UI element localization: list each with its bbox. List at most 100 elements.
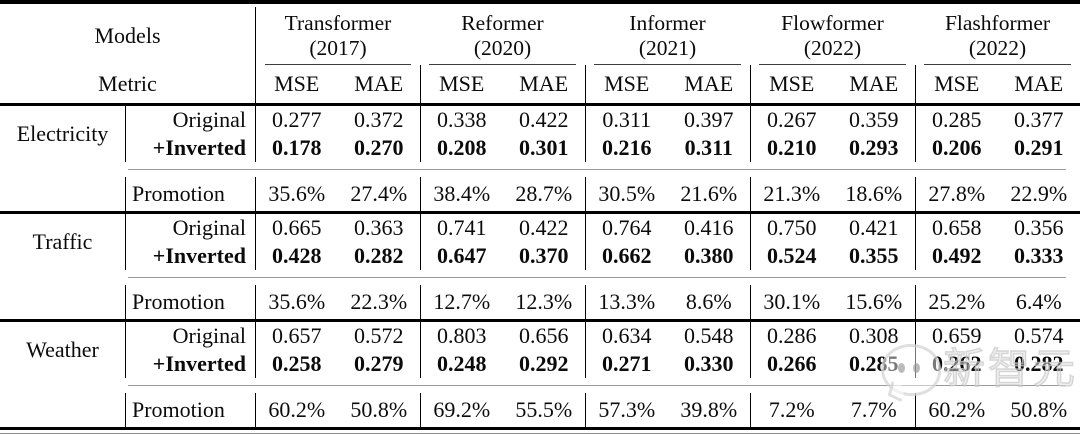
promotion-value-cell: 38.4% [420, 177, 503, 211]
row-label: +Inverted [125, 242, 255, 270]
value-cell: 0.333 [1014, 243, 1064, 268]
value-cell: 0.363 [354, 215, 404, 240]
value-cell: 0.330 [684, 351, 734, 376]
promotion-value-cell: 60.2% [915, 393, 998, 427]
promotion-label: Promotion [125, 393, 255, 427]
promotion-value-cell: 39.8% [680, 397, 738, 422]
value-cell: 0.206 [915, 134, 998, 162]
row-label: +Inverted [125, 350, 255, 378]
bottom-rule-thick [0, 427, 1080, 430]
value-cell: 0.282 [354, 243, 404, 268]
top-rule [0, 0, 1080, 4]
value-cell: 0.267 [750, 106, 833, 134]
promotion-value-cell: 22.3% [350, 289, 408, 314]
value-cell: 0.285 [849, 351, 899, 376]
value-cell: 0.572 [354, 323, 404, 348]
model-year: (2022) [968, 36, 1027, 60]
value-cell: 0.428 [255, 242, 338, 270]
promotion-value-cell: 27.4% [350, 181, 408, 206]
value-cell: 0.657 [255, 322, 338, 350]
mae-column-header: MAE [519, 71, 569, 96]
cmidrule [429, 63, 576, 65]
model-group-header: Transformer (2017) [255, 7, 420, 65]
dataset-section: Traffic Original 0.665 0.363 0.741 0.422 0.764… [0, 214, 1080, 319]
value-cell: 0.665 [255, 214, 338, 242]
model-name: Flowformer [781, 11, 884, 35]
promotion-value-cell: 21.3% [750, 177, 833, 211]
value-cell: 0.548 [684, 323, 734, 348]
value-cell: 0.286 [750, 322, 833, 350]
dataset-label: Electricity [16, 121, 109, 146]
mae-column-header: MAE [684, 71, 734, 96]
model-name: Flashformer [944, 11, 1051, 35]
value-cell: 0.803 [420, 322, 503, 350]
model-year: (2017) [309, 36, 367, 60]
promotion-value-cell: 30.1% [750, 285, 833, 319]
promotion-divider-rule [128, 384, 1066, 387]
value-cell: 0.574 [1014, 323, 1064, 348]
promotion-value-cell: 35.6% [255, 177, 338, 211]
model-group-header: Flashformer (2022) [915, 7, 1080, 65]
value-cell: 0.422 [519, 107, 569, 132]
value-cell: 0.282 [1014, 351, 1064, 376]
promotion-value-cell: 30.5% [585, 177, 668, 211]
mse-column-header: MSE [915, 65, 998, 103]
mae-column-header: MAE [1014, 71, 1064, 96]
promotion-value-cell: 27.8% [915, 177, 998, 211]
table-body: Electricity Original 0.277 0.372 0.338 0.422 0… [0, 106, 1080, 427]
promotion-value-cell: 6.4% [1015, 289, 1062, 314]
value-cell: 0.416 [684, 215, 734, 240]
promotion-value-cell: 22.9% [1010, 181, 1068, 206]
promotion-value-cell: 15.6% [845, 289, 903, 314]
models-header-label: Models [94, 23, 161, 48]
value-cell: 0.292 [519, 351, 569, 376]
value-cell: 0.311 [585, 106, 668, 134]
promotion-value-cell: 18.6% [845, 181, 903, 206]
value-cell: 0.659 [915, 322, 998, 350]
value-cell: 0.647 [420, 242, 503, 270]
promotion-value-cell: 25.2% [915, 285, 998, 319]
promotion-value-cell: 12.3% [515, 289, 573, 314]
value-cell: 0.271 [585, 350, 668, 378]
promotion-value-cell: 60.2% [255, 393, 338, 427]
value-cell: 0.301 [519, 135, 569, 160]
model-name: Reformer [461, 11, 544, 35]
promotion-value-cell: 28.7% [515, 181, 573, 206]
value-cell: 0.178 [255, 134, 338, 162]
value-cell: 0.658 [915, 214, 998, 242]
dataset-section: Electricity Original 0.277 0.372 0.338 0.422 0… [0, 106, 1080, 211]
promotion-value-cell: 55.5% [515, 397, 573, 422]
value-cell: 0.291 [1014, 135, 1064, 160]
promotion-label: Promotion [125, 285, 255, 319]
value-cell: 0.258 [255, 350, 338, 378]
value-cell: 0.662 [585, 242, 668, 270]
cmidrule [594, 63, 741, 65]
value-cell: 0.372 [354, 107, 404, 132]
value-cell: 0.492 [915, 242, 998, 270]
promotion-value-cell: 35.6% [255, 285, 338, 319]
value-cell: 0.277 [255, 106, 338, 134]
model-group-header: Flowformer (2022) [750, 7, 915, 65]
row-label: Original [125, 214, 255, 242]
section-divider-rule [0, 319, 1080, 322]
value-cell: 0.311 [684, 135, 733, 160]
value-cell: 0.656 [519, 323, 569, 348]
promotion-value-cell: 7.2% [750, 393, 833, 427]
promotion-value-cell: 12.7% [420, 285, 503, 319]
value-cell: 0.285 [915, 106, 998, 134]
section-divider-rule [0, 211, 1080, 214]
dataset-section: Weather Original 0.657 0.572 0.803 0.656 0.634… [0, 322, 1080, 427]
value-cell: 0.210 [750, 134, 833, 162]
value-cell: 0.750 [750, 214, 833, 242]
promotion-divider-rule [128, 276, 1066, 279]
value-cell: 0.270 [354, 135, 404, 160]
model-group-header: Informer (2021) [585, 7, 750, 65]
promotion-value-cell: 21.6% [680, 181, 738, 206]
mse-column-header: MSE [420, 65, 503, 103]
metric-header-row: Metric MSE MAE MSE MAE MSE MAE MSE MAE MSE MAE [0, 65, 1080, 103]
model-name: Informer [629, 11, 706, 35]
value-cell: 0.380 [684, 243, 734, 268]
model-year: (2021) [638, 36, 697, 60]
value-cell: 0.338 [420, 106, 503, 134]
promotion-value-cell: 13.3% [585, 285, 668, 319]
